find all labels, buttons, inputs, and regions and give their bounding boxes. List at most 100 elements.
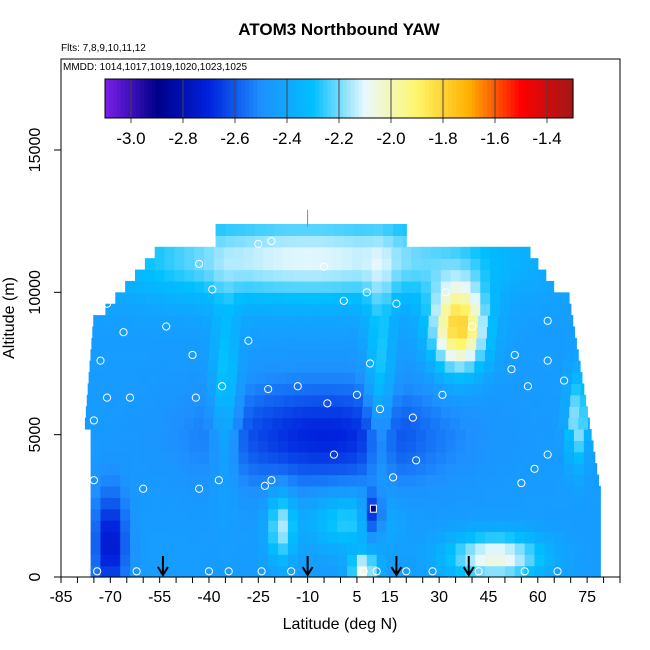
heatmap-cell [443,372,455,385]
heatmap-cell [514,565,526,578]
heatmap-cell [268,451,279,464]
heatmap-cell [130,474,141,487]
heatmap-cell [196,383,207,396]
heatmap-cell [260,315,272,328]
heatmap-cell [284,224,296,236]
heatmap-cell [120,554,131,567]
heatmap-cell [262,417,273,430]
heatmap-cell [504,440,516,453]
heatmap-cell [504,565,516,578]
heatmap-cell [228,520,240,533]
heatmap-cell [445,542,457,555]
heatmap-cell [564,497,575,510]
heatmap-cell [124,417,135,430]
y-tick-label: 15000 [27,128,44,173]
colorbar-swatch [136,79,141,118]
heatmap-cell [253,406,265,419]
heatmap-cell [401,303,412,316]
colorbar-swatch [241,79,246,118]
heatmap-cell [248,485,259,498]
heatmap-cell [519,246,531,259]
heatmap-cell [444,360,456,373]
heatmap-cell [120,451,131,464]
heatmap-cell [154,280,166,293]
heatmap-cell [284,235,296,248]
heatmap-cell [179,508,190,521]
colorbar-swatch [498,79,504,118]
heatmap-cell [243,269,254,282]
heatmap-cell [138,360,150,373]
heatmap-cell [238,349,249,362]
heatmap-cell [552,372,563,385]
colorbar-swatch [350,79,356,118]
heatmap-cell [502,383,513,396]
heatmap-cell [270,315,282,328]
heatmap-cell [401,246,412,259]
heatmap-cell [386,463,397,476]
heatmap-cell [453,372,465,385]
heatmap-cell [174,258,185,271]
heatmap-cell [149,520,161,533]
heatmap-cell [157,372,169,385]
heatmap-cell [313,394,325,407]
heatmap-cell [385,360,396,373]
heatmap-cell [90,508,102,521]
heatmap-cell [169,565,180,578]
heatmap-cell [164,246,176,259]
heatmap-cell [391,280,402,293]
colorbar-swatch [537,79,543,118]
heatmap-cell [327,520,338,533]
heatmap-cell [356,508,368,521]
heatmap-cell [292,417,303,430]
heatmap-cell [378,326,389,339]
heatmap-cell [175,394,187,407]
sample-point-marker [359,567,368,576]
heatmap-cell [277,349,289,362]
heatmap-cell [208,463,220,476]
colorbar-swatch [315,79,321,118]
heatmap-cell [564,508,575,521]
heatmap-cell [244,394,256,407]
colorbar-swatch [346,79,352,118]
heatmap-cell [203,417,214,430]
heatmap-cell [148,360,160,373]
heatmap-cell [268,349,279,362]
heatmap-cell [549,303,560,316]
sample-point-marker [441,288,450,297]
heatmap-cell [455,451,467,464]
sample-point-marker [208,285,217,294]
heatmap-cell [381,303,393,316]
heatmap-cell [445,531,457,544]
heatmap-cell [570,394,581,407]
heatmap-cell [560,394,571,407]
heatmap-cell [388,326,399,339]
heatmap-cell [396,463,407,476]
heatmap-cell [207,360,219,373]
heatmap-cell [371,303,383,316]
heatmap-cell [391,406,403,419]
heatmap-cell [425,485,437,498]
sample-point-marker [553,567,562,576]
heatmap-cell [139,554,151,567]
heatmap-cell [248,565,259,578]
colorbar-swatch [409,79,414,118]
heatmap-cell [218,531,230,544]
heatmap-cell [105,303,116,316]
heatmap-cell [569,303,572,316]
heatmap-cell [406,508,417,521]
x-tick-label: 75 [578,589,596,606]
heatmap-cell [317,565,328,578]
heatmap-cell [197,372,208,385]
heatmap-cell [485,463,496,476]
colorbar: -3.0 -2.8 -2.6 -2.4 -2.2 -2.0 -1.8 -1.6 -1.4 [104,78,574,148]
heatmap-cell [421,269,432,282]
heatmap-cell [381,406,393,419]
heatmap-cell [514,531,526,544]
heatmap-cell [219,337,231,350]
heatmap-cell [324,235,335,248]
heatmap-cell [233,406,245,419]
heatmap-cell [258,531,269,544]
colorbar-swatch [557,79,562,118]
heatmap-cell [539,406,551,419]
heatmap-cell [139,531,151,544]
